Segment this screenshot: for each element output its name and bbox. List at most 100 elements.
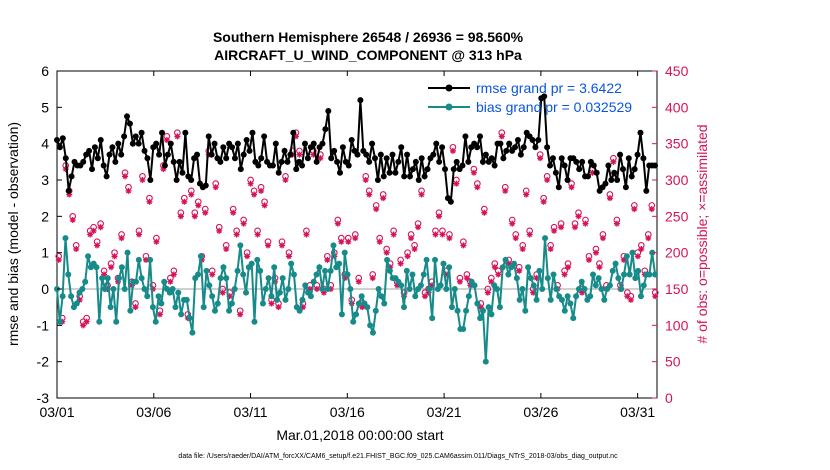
bias-point: [502, 256, 509, 263]
obs-assimilated-point: [498, 133, 505, 140]
obs-assimilated-point: [268, 300, 275, 307]
bias-point: [324, 286, 331, 292]
rmse-point: [293, 166, 300, 173]
y-tick-label: 0: [41, 281, 49, 297]
bias-point: [172, 304, 179, 311]
x-tick-label: 03/01: [39, 404, 74, 420]
bias-point: [646, 271, 653, 278]
bias-point: [144, 293, 151, 300]
bias-point: [536, 267, 543, 274]
rmse-point: [450, 166, 457, 173]
obs-assimilated-point: [362, 177, 369, 183]
obs-assimilated-point: [108, 264, 115, 271]
obs-assimilated-point: [645, 235, 652, 242]
obs-assimilated-point: [66, 191, 73, 198]
bias-point: [104, 275, 111, 282]
rmse-point: [176, 158, 183, 165]
rmse-point: [447, 198, 454, 205]
rmse-point: [514, 137, 521, 144]
obs-assimilated-point: [383, 249, 390, 256]
bias-point: [567, 300, 574, 307]
obs-assimilated-point: [139, 177, 146, 183]
bias-point: [375, 286, 382, 292]
obs-assimilated-point: [446, 235, 453, 242]
obs-assimilated-point: [547, 246, 554, 253]
rmse-point: [549, 155, 556, 162]
obs-assimilated-point: [338, 238, 345, 245]
obs-assimilated-point: [652, 293, 659, 300]
bias-point: [381, 300, 388, 307]
rmse-point: [555, 184, 562, 191]
rmse-point: [424, 166, 431, 173]
rmse-point: [474, 144, 481, 151]
rmse-point: [488, 155, 495, 162]
rmse-point: [409, 166, 416, 173]
bias-point: [623, 253, 630, 260]
obs-assimilated-point: [366, 191, 373, 198]
rmse-point: [506, 140, 513, 147]
obs-assimilated-point: [251, 191, 258, 198]
obs-assimilated-point: [519, 246, 526, 253]
bias-point: [336, 260, 343, 267]
obs-assimilated-point: [69, 216, 76, 223]
bias-point: [513, 275, 520, 282]
bias-point: [561, 307, 568, 314]
bias-point: [412, 293, 419, 300]
obs-assimilated-point: [240, 220, 247, 227]
rmse-point: [62, 155, 69, 162]
rmse-point: [602, 180, 609, 187]
rmse-point: [503, 147, 510, 154]
obs-assimilated-point: [624, 293, 631, 300]
bias-point: [451, 286, 458, 292]
bias-point: [575, 286, 582, 292]
obs-assimilated-point: [561, 271, 568, 278]
obs-assimilated-point: [415, 224, 422, 231]
y2-axis-label: # of obs: o=possible; ×=assimilated: [694, 124, 710, 343]
obs-assimilated-point: [233, 231, 240, 238]
rmse-point: [357, 97, 364, 104]
rmse-point: [194, 151, 201, 158]
obs-assimilated-point: [463, 275, 470, 282]
chart-subtitle: AIRCRAFT_U_WIND_COMPONENT @ 313 hPa: [214, 47, 522, 63]
bias-point: [296, 307, 303, 314]
rmse-point: [532, 144, 539, 151]
bias-point: [62, 235, 69, 242]
rmse-point: [573, 158, 580, 165]
bias-point: [350, 318, 357, 325]
obs-assimilated-point: [188, 191, 195, 198]
obs-assimilated-point: [261, 202, 268, 209]
bias-point: [344, 271, 351, 278]
rmse-point: [380, 173, 387, 180]
obs-assimilated-point: [177, 213, 184, 220]
rmse-point: [132, 133, 139, 140]
obs-assimilated-point: [219, 289, 226, 296]
obs-assimilated-point: [299, 304, 306, 311]
rmse-point: [363, 151, 370, 158]
bias-point: [231, 286, 238, 292]
bias-point: [254, 256, 261, 263]
x-tick-label: 03/21: [427, 404, 462, 420]
bias-point: [465, 293, 472, 300]
rmse-point: [138, 129, 145, 136]
bias-point: [310, 278, 317, 285]
obs-assimilated-point: [634, 253, 641, 260]
rmse-point: [584, 173, 591, 180]
bias-point: [203, 267, 210, 274]
obs-assimilated-point: [209, 271, 216, 278]
rmse-point: [547, 162, 554, 169]
rmse-point: [91, 144, 98, 151]
bias-point: [516, 296, 523, 303]
bias-point: [629, 249, 636, 256]
data-file-footer: data file: /Users/raeder/DAI/ATM_forcXX/…: [178, 453, 618, 460]
y-tick-label: -2: [37, 354, 50, 370]
bias-point: [542, 235, 549, 242]
legend-rmse-label: rmse grand pr = 3.6422: [476, 80, 622, 96]
bias-point: [587, 293, 594, 300]
bias-point: [423, 256, 430, 263]
chart-title: Southern Hemisphere 26548 / 26936 = 98.5…: [213, 29, 524, 45]
rmse-point: [229, 144, 236, 151]
rmse-point: [202, 182, 209, 189]
obs-assimilated-point: [258, 187, 265, 194]
bias-point: [355, 300, 362, 307]
rmse-point: [500, 155, 507, 162]
